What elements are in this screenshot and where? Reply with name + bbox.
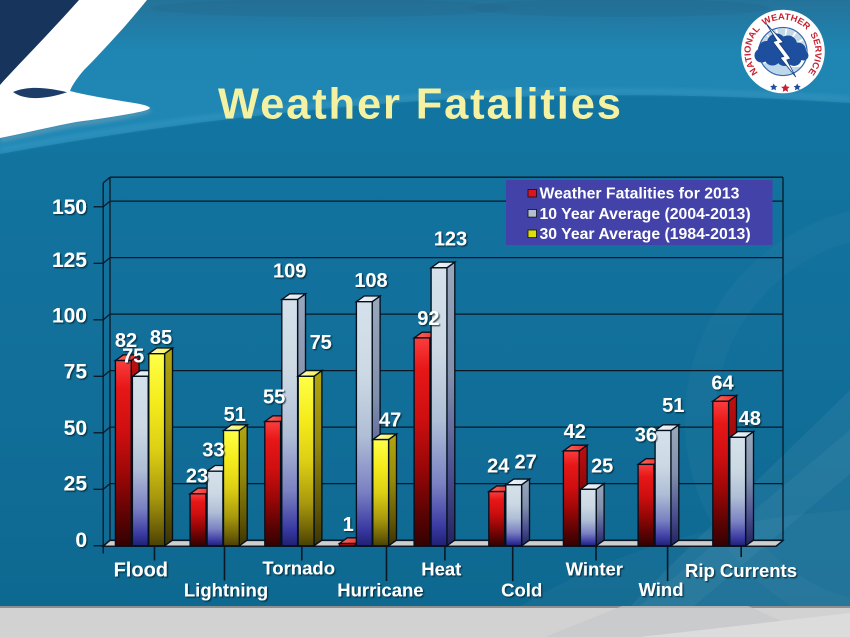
svg-text:0: 0 xyxy=(75,529,87,552)
svg-text:Flood: Flood xyxy=(114,559,168,581)
svg-text:24: 24 xyxy=(487,455,510,477)
svg-text:85: 85 xyxy=(150,327,172,349)
svg-text:Tornado: Tornado xyxy=(262,558,335,579)
svg-text:25: 25 xyxy=(591,455,613,477)
svg-text:109: 109 xyxy=(273,261,306,283)
svg-text:1: 1 xyxy=(343,514,354,536)
svg-text:36: 36 xyxy=(635,424,657,446)
svg-text:Lightning: Lightning xyxy=(184,580,268,601)
svg-text:33: 33 xyxy=(202,439,224,461)
svg-text:27: 27 xyxy=(514,452,536,474)
svg-text:51: 51 xyxy=(224,404,246,426)
svg-text:Rip Currents: Rip Currents xyxy=(685,560,797,581)
svg-text:Weather Fatalities for 2013: Weather Fatalities for 2013 xyxy=(540,186,740,203)
svg-text:30 Year Average (1984-2013): 30 Year Average (1984-2013) xyxy=(540,226,751,243)
svg-text:150: 150 xyxy=(52,196,87,219)
svg-text:50: 50 xyxy=(64,417,87,440)
svg-text:42: 42 xyxy=(564,421,586,443)
svg-text:75: 75 xyxy=(310,332,332,354)
svg-text:82: 82 xyxy=(115,330,137,352)
svg-text:100: 100 xyxy=(52,304,87,327)
svg-text:48: 48 xyxy=(739,408,761,430)
svg-text:75: 75 xyxy=(122,345,144,367)
svg-text:47: 47 xyxy=(379,410,401,432)
svg-text:55: 55 xyxy=(263,387,285,409)
svg-text:25: 25 xyxy=(64,473,88,496)
svg-text:125: 125 xyxy=(52,249,87,272)
svg-text:108: 108 xyxy=(354,270,387,292)
svg-text:92: 92 xyxy=(417,308,439,330)
svg-text:23: 23 xyxy=(186,465,208,487)
svg-text:Winter: Winter xyxy=(566,559,623,580)
svg-text:123: 123 xyxy=(434,228,467,250)
svg-text:10 Year Average (2004-2013): 10 Year Average (2004-2013) xyxy=(540,206,751,223)
svg-text:64: 64 xyxy=(711,373,734,395)
svg-text:Hurricane: Hurricane xyxy=(337,580,423,601)
svg-text:Weather Fatalities: Weather Fatalities xyxy=(218,81,623,129)
svg-text:Cold: Cold xyxy=(501,580,542,601)
svg-text:51: 51 xyxy=(662,395,684,417)
svg-text:Wind: Wind xyxy=(638,579,683,600)
svg-text:75: 75 xyxy=(64,361,88,384)
svg-text:Heat: Heat xyxy=(421,558,461,579)
